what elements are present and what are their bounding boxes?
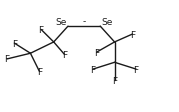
- Text: F: F: [5, 55, 10, 64]
- Text: F: F: [37, 67, 42, 76]
- Text: Se: Se: [101, 17, 113, 26]
- Text: -: -: [83, 17, 86, 26]
- Text: F: F: [134, 65, 139, 74]
- Text: F: F: [12, 39, 17, 48]
- Text: F: F: [91, 65, 96, 74]
- Text: F: F: [130, 30, 135, 39]
- Text: F: F: [112, 76, 117, 85]
- Text: F: F: [39, 26, 44, 35]
- Text: F: F: [94, 48, 99, 57]
- Text: F: F: [62, 50, 67, 59]
- Text: Se: Se: [56, 17, 67, 26]
